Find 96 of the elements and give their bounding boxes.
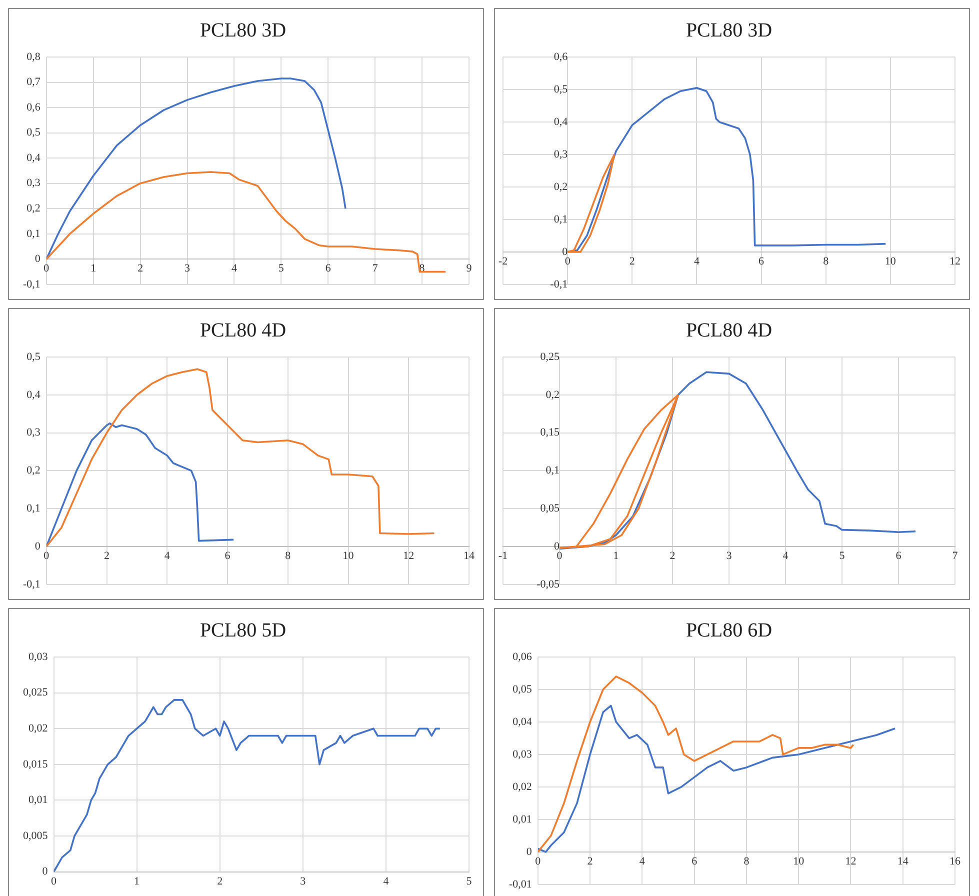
y-tick-label: 0,02 bbox=[512, 780, 532, 793]
chart-title: PCL80 4D bbox=[686, 319, 772, 342]
x-tick-label: 2 bbox=[587, 855, 593, 868]
y-tick-label: 0,025 bbox=[23, 686, 48, 699]
x-tick-label: 2 bbox=[629, 255, 635, 268]
x-tick-label: 6 bbox=[896, 550, 902, 562]
x-tick-label: 7 bbox=[952, 550, 958, 562]
y-tick-label: 0,6 bbox=[26, 101, 41, 114]
y-tick-label: 0,1 bbox=[26, 228, 40, 240]
y-tick-label: 0,1 bbox=[554, 213, 568, 226]
x-tick-label: 6 bbox=[692, 855, 698, 868]
y-tick-label: 0,15 bbox=[540, 426, 560, 439]
x-tick-label: 8 bbox=[823, 255, 830, 268]
x-tick-label: 16 bbox=[950, 855, 961, 868]
y-tick-label: 0,5 bbox=[26, 350, 41, 363]
x-tick-label: 7 bbox=[372, 262, 378, 275]
y-tick-label: 0,5 bbox=[554, 83, 568, 96]
chart-title: PCL80 4D bbox=[200, 319, 286, 342]
x-tick-label: -1 bbox=[498, 550, 508, 562]
y-tick-label: 0,5 bbox=[26, 126, 41, 139]
x-tick-label: 10 bbox=[793, 855, 805, 868]
x-tick-label: 14 bbox=[897, 855, 909, 868]
y-tick-label: 0,4 bbox=[554, 116, 568, 128]
y-tick-label: 0,25 bbox=[540, 350, 560, 363]
x-tick-label: 14 bbox=[464, 550, 475, 562]
y-tick-label: -0,1 bbox=[22, 278, 40, 290]
y-tick-label: 0,03 bbox=[28, 650, 48, 663]
x-tick-label: 3 bbox=[300, 875, 306, 888]
x-tick-label: 2 bbox=[670, 550, 676, 562]
x-tick-label: 5 bbox=[839, 550, 846, 562]
x-tick-label: 4 bbox=[383, 875, 390, 888]
x-tick-label: 4 bbox=[231, 262, 238, 275]
x-tick-label: 6 bbox=[758, 255, 765, 268]
chart-title: PCL80 5D bbox=[200, 619, 286, 642]
chart-title: PCL80 3D bbox=[200, 19, 286, 42]
y-tick-label: 0 bbox=[554, 540, 560, 552]
x-tick-label: 6 bbox=[224, 550, 231, 562]
x-tick-label: 10 bbox=[884, 255, 896, 268]
y-tick-label: 0,02 bbox=[28, 722, 48, 734]
y-tick-label: 0,01 bbox=[28, 794, 48, 806]
x-tick-label: 2 bbox=[217, 875, 223, 888]
y-tick-label: 0,2 bbox=[26, 202, 40, 214]
y-tick-label: 0,3 bbox=[26, 177, 41, 190]
x-tick-label: 3 bbox=[726, 550, 732, 562]
chart-title: PCL80 3D bbox=[686, 19, 772, 42]
y-tick-label: 0,05 bbox=[540, 502, 560, 514]
x-tick-label: 0 bbox=[51, 875, 57, 888]
x-tick-label: 5 bbox=[466, 875, 472, 888]
x-tick-label: 12 bbox=[403, 550, 414, 562]
x-tick-label: 9 bbox=[466, 262, 472, 275]
y-tick-label: 0,4 bbox=[26, 152, 41, 164]
x-tick-label: 1 bbox=[613, 550, 619, 562]
y-tick-label: 0 bbox=[42, 866, 48, 878]
y-tick-label: 0,2 bbox=[26, 464, 40, 477]
x-tick-label: 6 bbox=[325, 262, 332, 275]
x-tick-label: 3 bbox=[184, 262, 191, 275]
x-tick-label: 8 bbox=[744, 855, 750, 868]
y-tick-label: 0,2 bbox=[546, 388, 560, 401]
y-tick-label: 0 bbox=[526, 846, 532, 858]
x-tick-label: 8 bbox=[285, 550, 292, 562]
y-tick-label: 0,1 bbox=[546, 464, 560, 477]
x-tick-label: 1 bbox=[134, 875, 140, 888]
y-tick-label: 0 bbox=[562, 246, 568, 258]
y-tick-label: -0,1 bbox=[550, 278, 568, 290]
x-tick-label: 10 bbox=[342, 550, 354, 562]
y-tick-label: -0,01 bbox=[508, 878, 532, 890]
y-tick-label: 0,03 bbox=[512, 748, 532, 760]
x-tick-label: 4 bbox=[694, 255, 700, 268]
x-tick-label: 4 bbox=[164, 550, 170, 562]
y-tick-label: 0,01 bbox=[512, 813, 532, 826]
x-tick-label: 2 bbox=[104, 550, 110, 562]
chart-title: PCL80 6D bbox=[686, 619, 772, 642]
y-tick-label: -0,05 bbox=[536, 578, 560, 590]
x-tick-label: 4 bbox=[639, 855, 646, 868]
y-tick-label: 0,7 bbox=[26, 76, 41, 88]
x-tick-label: 12 bbox=[845, 855, 856, 868]
x-tick-label: 4 bbox=[782, 550, 789, 562]
y-tick-label: 0,015 bbox=[23, 758, 48, 770]
x-tick-label: 2 bbox=[138, 262, 144, 275]
x-tick-label: -2 bbox=[498, 255, 508, 268]
y-tick-label: 0,06 bbox=[512, 650, 532, 663]
y-tick-label: 0,2 bbox=[554, 180, 568, 193]
y-tick-label: 0,3 bbox=[26, 426, 41, 439]
x-tick-label: 5 bbox=[278, 262, 284, 275]
y-tick-label: 0,6 bbox=[554, 50, 568, 63]
y-tick-label: 0,3 bbox=[554, 148, 568, 160]
x-tick-label: 12 bbox=[950, 255, 960, 268]
y-tick-label: 0,1 bbox=[26, 502, 40, 514]
y-tick-label: -0,1 bbox=[22, 578, 40, 590]
y-tick-label: 0,005 bbox=[23, 830, 48, 842]
y-tick-label: 0,4 bbox=[26, 388, 41, 401]
y-tick-label: 0 bbox=[34, 540, 41, 552]
y-tick-label: 0,8 bbox=[26, 50, 41, 63]
y-tick-label: 0,05 bbox=[512, 683, 532, 696]
x-tick-label: 1 bbox=[90, 262, 96, 275]
y-tick-label: 0,04 bbox=[512, 716, 532, 728]
